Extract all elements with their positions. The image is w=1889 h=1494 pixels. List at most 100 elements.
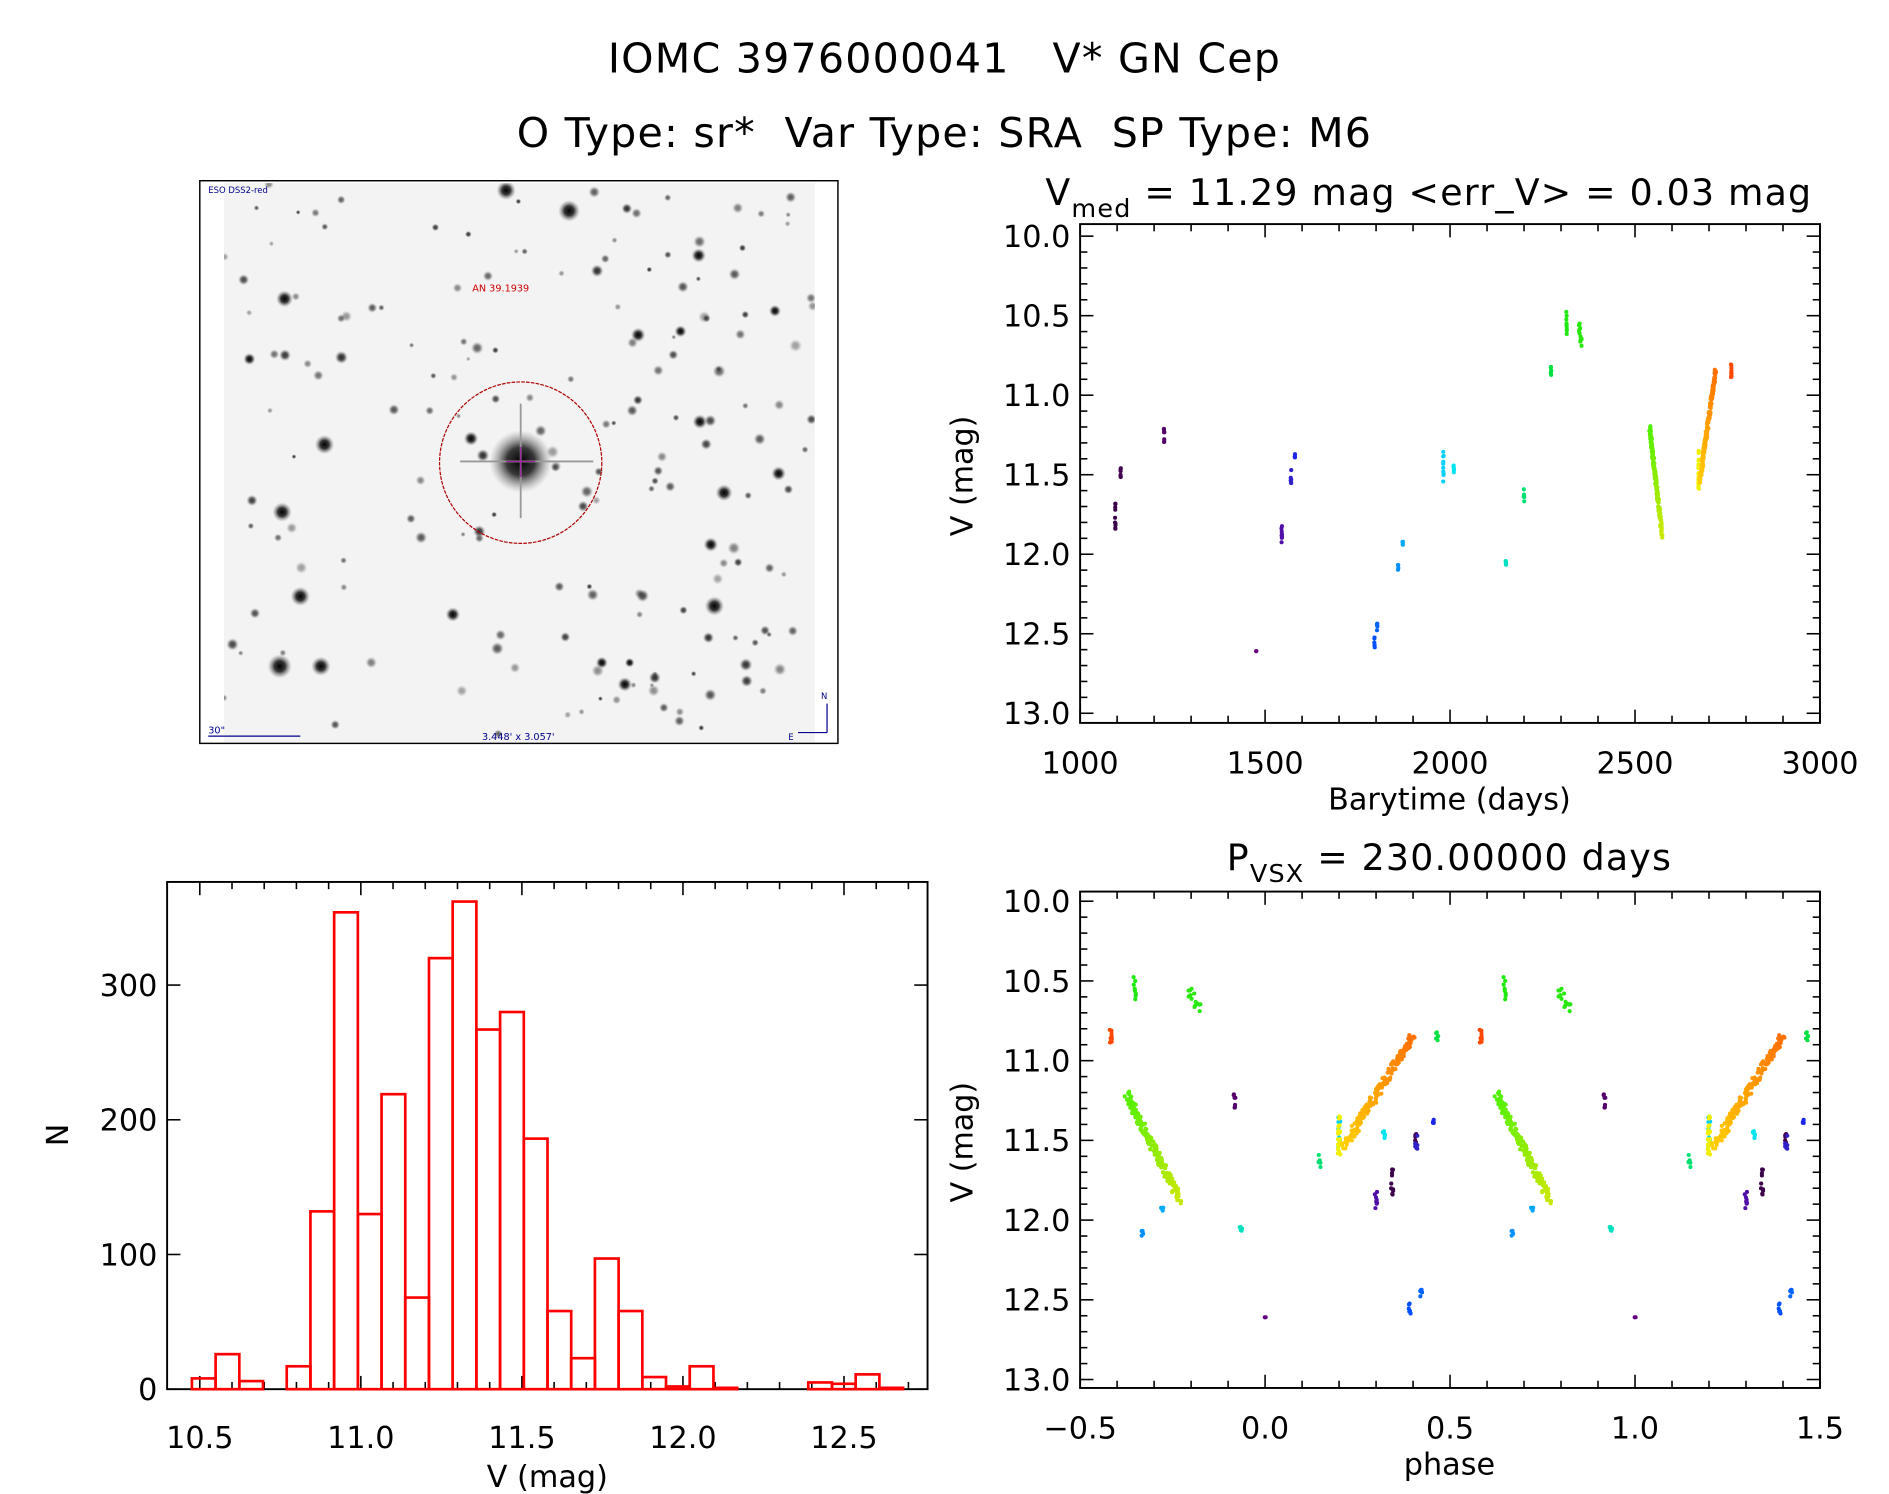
histogram-bar: [522, 1137, 549, 1391]
x-tick-label: 12.0: [649, 1421, 716, 1456]
data-point: [1658, 514, 1663, 519]
data-point: [1109, 1039, 1114, 1044]
data-point: [1341, 1146, 1346, 1151]
star: [237, 650, 244, 656]
data-point: [1197, 1009, 1202, 1014]
star: [780, 571, 787, 578]
phased-lightcurve-plot: PVSX = 230.00000 days −0.5 0.0 0.5 1.0 1.5 10.…: [945, 836, 1844, 1483]
x-axis-label: V (mag): [487, 1460, 608, 1494]
y-tick-label: 100: [100, 1238, 158, 1273]
star: [493, 729, 503, 739]
phased-title-sub: VSX: [1250, 858, 1305, 888]
data-point: [1700, 468, 1705, 473]
data-point: [1157, 1150, 1162, 1156]
data-point: [1743, 1206, 1748, 1211]
star: [558, 200, 581, 222]
data-point: [1479, 1028, 1484, 1033]
data-point: [1652, 461, 1657, 466]
data-point: [1501, 1106, 1506, 1111]
data-point: [1577, 331, 1582, 336]
data-point: [1254, 649, 1259, 654]
data-point: [1708, 410, 1713, 415]
star: [664, 481, 676, 492]
star: [460, 531, 466, 537]
y-tick-label: 200: [100, 1104, 158, 1139]
data-point: [1133, 1102, 1138, 1107]
x-tick-label: 1500: [1227, 747, 1304, 782]
data-point: [1518, 1147, 1523, 1152]
star: [336, 195, 346, 205]
data-point: [1562, 1004, 1567, 1010]
star: [711, 573, 724, 585]
data-point: [1654, 478, 1659, 483]
star: [340, 557, 347, 564]
histogram-bar: [664, 1385, 692, 1391]
histogram-bar: [427, 956, 455, 1391]
star: [674, 325, 687, 338]
star: [764, 562, 775, 574]
data-point: [1752, 1135, 1757, 1141]
data-point: [1147, 1141, 1152, 1146]
star: [698, 310, 711, 324]
star: [491, 511, 498, 518]
star: [614, 303, 622, 311]
data-point: [1759, 1181, 1764, 1186]
star: [452, 283, 463, 293]
data-point: [1715, 1139, 1720, 1144]
x-axis-label: phase: [1404, 1448, 1495, 1483]
compass-north-label: N: [821, 691, 827, 701]
data-point: [1773, 1046, 1778, 1051]
data-point: [1451, 470, 1456, 475]
star: [238, 274, 250, 286]
star: [273, 533, 283, 542]
data-point: [1407, 1044, 1413, 1050]
data-point: [1113, 526, 1118, 531]
star: [611, 420, 617, 426]
data-point: [1649, 437, 1654, 442]
plot-frame: [1079, 223, 1821, 724]
data-point: [1707, 1130, 1712, 1135]
x-tick-label: 1.5: [1796, 1412, 1844, 1447]
data-point: [1726, 1120, 1731, 1125]
x-tick-label: 12.5: [810, 1421, 877, 1456]
star: [495, 629, 507, 641]
data-point: [1602, 1105, 1607, 1110]
star: [509, 662, 521, 674]
star: [246, 494, 258, 507]
data-point: [1339, 1141, 1345, 1146]
star: [702, 632, 715, 644]
data-point: [1139, 1233, 1144, 1238]
star: [525, 393, 535, 403]
histogram-bar: [688, 1364, 715, 1391]
data-point: [1343, 1136, 1348, 1141]
star: [672, 414, 680, 422]
data-point: [1502, 988, 1507, 993]
star: [617, 677, 633, 692]
data-point: [1803, 1036, 1809, 1041]
star: [635, 610, 644, 619]
data-point: [1433, 1036, 1439, 1041]
data-point: [1655, 485, 1660, 490]
histogram-bar: [214, 1352, 241, 1391]
data-point: [1373, 1206, 1378, 1211]
star: [734, 329, 746, 340]
target-aperture-circle: [438, 381, 603, 544]
data-point: [1763, 1066, 1768, 1072]
data-point: [1760, 1192, 1765, 1197]
data-point: [1233, 1095, 1238, 1100]
data-point: [1738, 1095, 1744, 1100]
data-point: [1503, 978, 1508, 984]
data-point: [1785, 1133, 1790, 1138]
data-point: [1131, 975, 1136, 980]
magnitude-histogram: 10.5 11.0 11.5 12.0 12.5 0 100 200 300 V (mag) N: [41, 880, 929, 1494]
star: [787, 625, 798, 637]
star: [788, 338, 803, 353]
histogram-bar: [640, 1375, 668, 1391]
data-point: [1344, 1142, 1349, 1147]
data-point: [1517, 1141, 1522, 1146]
data-point: [1706, 1149, 1712, 1154]
data-point: [1712, 379, 1718, 384]
data-point: [1760, 1187, 1766, 1192]
star: [759, 625, 771, 636]
